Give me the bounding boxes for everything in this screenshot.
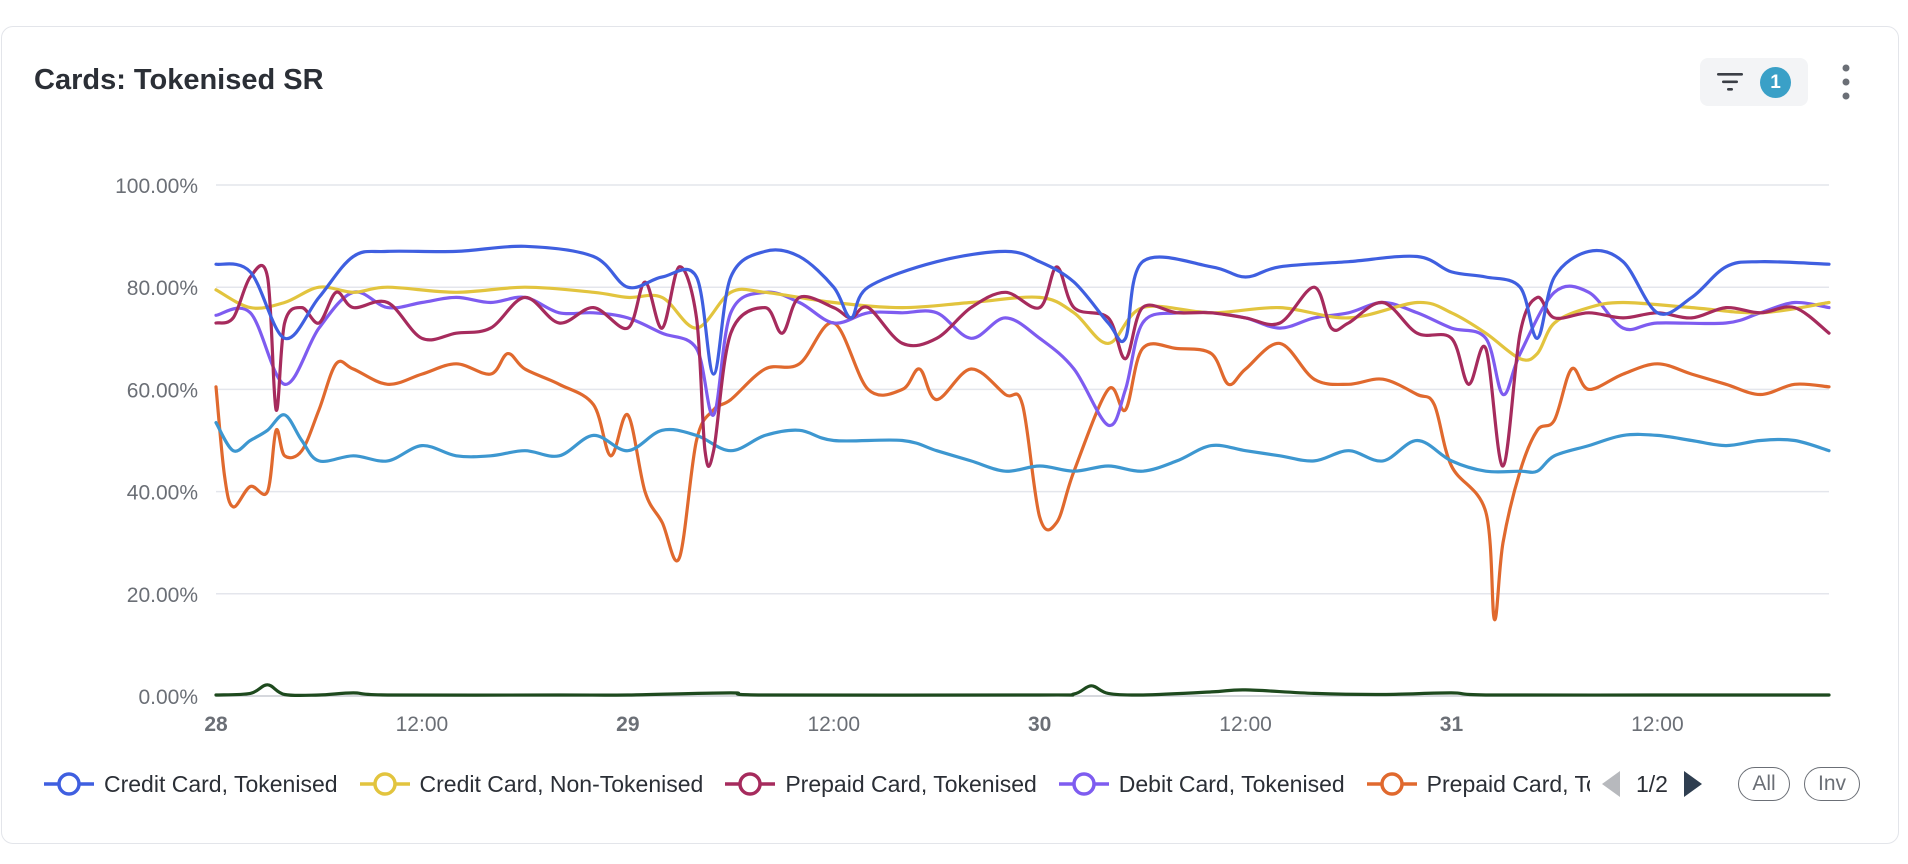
legend-label: Debit Card, Tokenised	[1118, 770, 1345, 797]
chart-card	[1, 26, 1899, 844]
x-tick-label: 12:00	[807, 713, 860, 736]
legend-item[interactable]: Prepaid Card, Tokenised	[725, 769, 1037, 799]
legend-item[interactable]: Credit Card, Non-Tokenised	[359, 769, 704, 799]
legend-items: Credit Card, Tokenised Credit Card, Non-T…	[44, 762, 1590, 806]
legend-swatch-icon	[725, 772, 776, 796]
legend: Credit Card, Tokenised Credit Card, Non-T…	[44, 762, 1590, 806]
y-tick-label: 80.00%	[127, 277, 198, 300]
x-tick-label: 31	[1440, 713, 1464, 736]
legend-item[interactable]: Prepaid Card, Tokenised (2)	[1366, 769, 1590, 799]
more-options-icon[interactable]	[1836, 62, 1856, 102]
x-tick-label: 12:00	[1219, 713, 1272, 736]
legend-label: Credit Card, Non-Tokenised	[419, 770, 704, 797]
series-line	[214, 244, 1831, 376]
legend-prev-icon[interactable]	[1600, 769, 1622, 799]
series-line	[214, 683, 1831, 698]
y-tick-label: 40.00%	[127, 482, 198, 505]
y-tick-label: 60.00%	[127, 379, 198, 402]
filter-icon	[1717, 73, 1743, 91]
legend-item[interactable]: Credit Card, Tokenised	[44, 769, 338, 799]
x-tick-label: 12:00	[1631, 713, 1684, 736]
series-line	[214, 263, 1831, 468]
legend-inverse-button[interactable]: Inv	[1804, 767, 1860, 801]
y-tick-label: 100.00%	[115, 175, 198, 198]
legend-label: Credit Card, Tokenised	[104, 770, 338, 797]
legend-swatch-icon	[44, 772, 94, 796]
x-tick-label: 28	[204, 713, 228, 736]
series-line	[214, 413, 1831, 474]
legend-select-all-button[interactable]: All	[1738, 767, 1790, 801]
legend-pager: 1/2	[1600, 766, 1704, 802]
legend-swatch-icon	[1366, 772, 1417, 796]
y-tick-label: 0.00%	[138, 686, 198, 709]
legend-next-icon[interactable]	[1682, 769, 1704, 799]
legend-swatch-icon	[1058, 772, 1109, 796]
x-tick-label: 12:00	[396, 713, 449, 736]
y-tick-label: 20.00%	[127, 584, 198, 607]
line-chart: 0.00% 20.00% 40.00% 60.00% 80.00% 100.00% 28 12…	[115, 175, 1831, 736]
legend-label: Prepaid Card, Tokenised (2)	[1426, 770, 1590, 797]
filter-button[interactable]: 1	[1700, 58, 1808, 106]
filter-count-badge: 1	[1760, 67, 1791, 98]
legend-page-indicator: 1/2	[1636, 770, 1668, 797]
x-tick-label: 30	[1028, 713, 1051, 736]
legend-item[interactable]: Debit Card, Tokenised	[1058, 769, 1345, 799]
legend-label: Prepaid Card, Tokenised	[785, 770, 1037, 797]
legend-swatch-icon	[359, 772, 410, 796]
x-tick-label: 29	[616, 713, 639, 736]
series-line	[214, 285, 1831, 362]
chart-title: Cards: Tokenised SR	[34, 64, 324, 96]
series-line	[214, 321, 1831, 622]
